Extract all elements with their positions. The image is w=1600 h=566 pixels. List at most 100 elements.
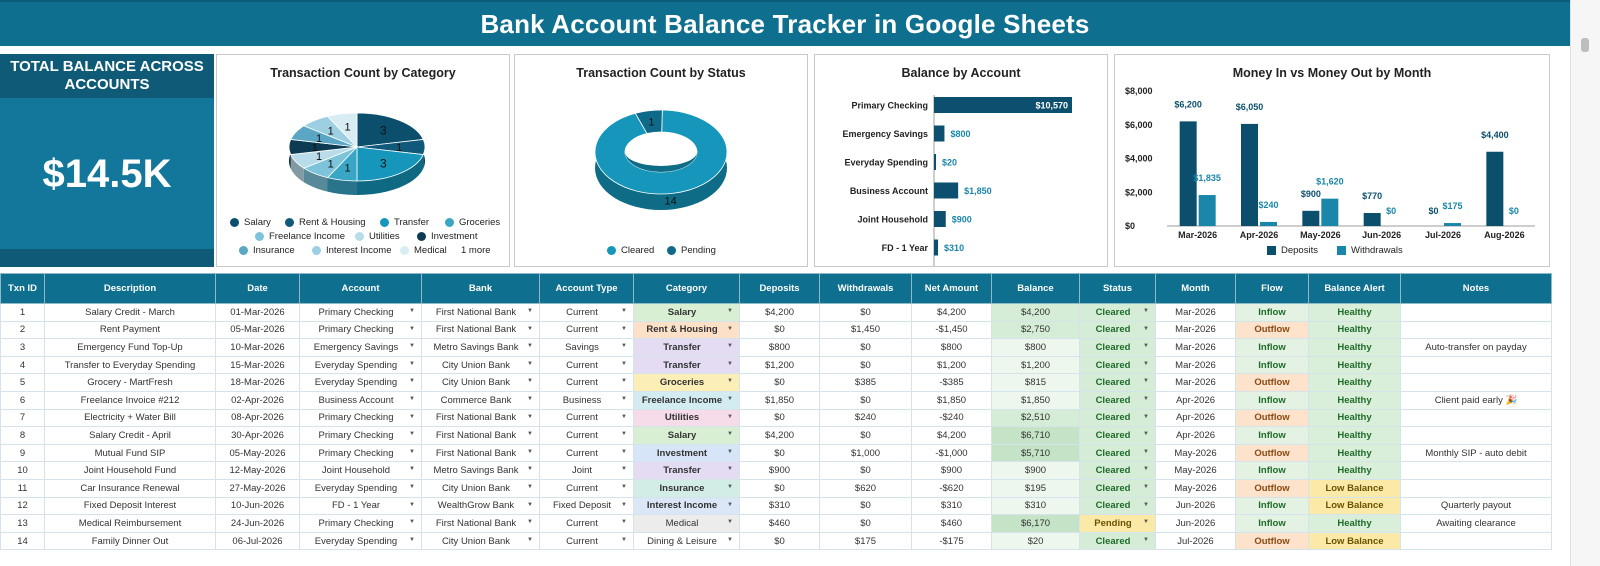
cell-category[interactable]: Investment — [633, 443, 740, 463]
cell-category[interactable]: Utilities — [633, 408, 740, 428]
column-header-description[interactable]: Description — [44, 273, 216, 304]
column-header-account[interactable]: Account — [299, 273, 422, 304]
cell-account[interactable]: Primary Checking — [299, 514, 422, 533]
cell-status[interactable]: Cleared — [1079, 443, 1156, 463]
cell-status[interactable]: Cleared — [1079, 478, 1156, 498]
cell-account[interactable]: Everyday Spending — [299, 478, 422, 498]
cell-account-type[interactable]: Current — [539, 303, 634, 322]
column-header-month[interactable]: Month — [1155, 273, 1236, 304]
cell-account[interactable]: Emergency Savings — [299, 338, 422, 357]
column-header-withdrawals[interactable]: Withdrawals — [819, 273, 912, 304]
chart-money-in-out[interactable]: Money In vs Money Out by Month $8,000 $6,… — [1114, 54, 1550, 267]
cell-bank[interactable]: City Union Bank — [421, 531, 540, 551]
cell-account[interactable]: Business Account — [299, 390, 422, 410]
cell-account-type[interactable]: Current — [539, 443, 634, 463]
column-header-balance[interactable]: Balance — [991, 273, 1080, 304]
cell-account-type[interactable]: Current — [539, 531, 634, 551]
cell-status[interactable]: Pending — [1079, 514, 1156, 533]
cell-bank[interactable]: First National Bank — [421, 320, 540, 340]
cell-category[interactable]: Medical — [633, 514, 740, 533]
cell-bank[interactable]: Metro Savings Bank — [421, 461, 540, 480]
cell-account-type[interactable]: Current — [539, 408, 634, 428]
column-header-net-amount[interactable]: Net Amount — [911, 273, 992, 304]
cell-deposits: $0 — [739, 408, 820, 428]
cell-bank[interactable]: WealthGrow Bank — [421, 496, 540, 516]
cell-account[interactable]: Primary Checking — [299, 443, 422, 463]
cell-bank[interactable]: City Union Bank — [421, 355, 540, 375]
cell-account-type[interactable]: Business — [539, 390, 634, 410]
cell-bank[interactable]: First National Bank — [421, 426, 540, 445]
cell-category[interactable]: Transfer — [633, 338, 740, 357]
cell-status[interactable]: Cleared — [1079, 320, 1156, 340]
cell-account[interactable]: Primary Checking — [299, 320, 422, 340]
cell-status[interactable]: Cleared — [1079, 338, 1156, 357]
cell-account-type[interactable]: Current — [539, 320, 634, 340]
column-header-date[interactable]: Date — [215, 273, 300, 304]
cell-category[interactable]: Freelance Income — [633, 390, 740, 410]
cell-bank[interactable]: City Union Bank — [421, 373, 540, 392]
cell-account-type[interactable]: Savings — [539, 338, 634, 357]
cell-category[interactable]: Insurance — [633, 478, 740, 498]
vertical-scrollbar[interactable] — [1570, 0, 1600, 566]
cell-category[interactable]: Transfer — [633, 461, 740, 480]
cell-bank[interactable]: Metro Savings Bank — [421, 338, 540, 357]
cell-category[interactable]: Salary — [633, 426, 740, 445]
donut-data-label: 14 — [664, 195, 676, 207]
cell-account-type[interactable]: Current — [539, 514, 634, 533]
cell-account[interactable]: Everyday Spending — [299, 373, 422, 392]
cell-bank[interactable]: City Union Bank — [421, 478, 540, 498]
column-header-bank[interactable]: Bank — [421, 273, 540, 304]
chart-title: Transaction Count by Category — [270, 66, 456, 80]
cell-status[interactable]: Cleared — [1079, 496, 1156, 516]
cell-account-type[interactable]: Current — [539, 355, 634, 375]
cell-category[interactable]: Dining & Leisure — [633, 531, 740, 551]
table-row: 8 Salary Credit - April 30-Apr-2026 Primary… — [0, 426, 1552, 445]
cell-category[interactable]: Interest Income — [633, 496, 740, 516]
cell-account-type[interactable]: Current — [539, 373, 634, 392]
column-header-account-type[interactable]: Account Type — [539, 273, 634, 304]
cell-bank[interactable]: First National Bank — [421, 443, 540, 463]
column-header-flow[interactable]: Flow — [1235, 273, 1309, 304]
column-header-notes[interactable]: Notes — [1400, 273, 1552, 304]
cell-status[interactable]: Cleared — [1079, 531, 1156, 551]
column-header-deposits[interactable]: Deposits — [739, 273, 820, 304]
cell-bank[interactable]: First National Bank — [421, 408, 540, 428]
cell-status[interactable]: Cleared — [1079, 461, 1156, 480]
column-header-balance-alert[interactable]: Balance Alert — [1308, 273, 1401, 304]
cell-bank[interactable]: First National Bank — [421, 514, 540, 533]
column-header-txn-id[interactable]: Txn ID — [0, 273, 45, 304]
cell-status[interactable]: Cleared — [1079, 390, 1156, 410]
cell-bank[interactable]: Commerce Bank — [421, 390, 540, 410]
cell-account[interactable]: FD - 1 Year — [299, 496, 422, 516]
column-deposits — [1363, 213, 1381, 226]
cell-account-type[interactable]: Current — [539, 426, 634, 445]
cell-category[interactable]: Groceries — [633, 373, 740, 392]
cell-account[interactable]: Joint Household — [299, 461, 422, 480]
chart-status-donut[interactable]: Transaction Count by Status 14 1 Cleared P… — [514, 54, 808, 267]
pie-data-label: 1 — [328, 126, 334, 138]
cell-account-type[interactable]: Fixed Deposit — [539, 496, 634, 516]
scrollbar-thumb[interactable] — [1581, 38, 1589, 52]
cell-status[interactable]: Cleared — [1079, 303, 1156, 322]
cell-account-type[interactable]: Joint — [539, 461, 634, 480]
cell-status[interactable]: Cleared — [1079, 355, 1156, 375]
legend-more-link[interactable]: 1 more — [461, 245, 491, 256]
cell-account[interactable]: Everyday Spending — [299, 355, 422, 375]
chart-balance-by-account[interactable]: Balance by Account Primary Checking $10,5… — [814, 54, 1108, 267]
cell-category[interactable]: Rent & Housing — [633, 320, 740, 340]
cell-category[interactable]: Transfer — [633, 355, 740, 375]
cell-account[interactable]: Primary Checking — [299, 408, 422, 428]
cell-account[interactable]: Primary Checking — [299, 426, 422, 445]
cell-account[interactable]: Primary Checking — [299, 303, 422, 322]
cell-status[interactable]: Cleared — [1079, 408, 1156, 428]
column-header-status[interactable]: Status — [1079, 273, 1156, 304]
bar-data-label: $800 — [950, 129, 970, 139]
cell-status[interactable]: Cleared — [1079, 426, 1156, 445]
cell-account-type[interactable]: Current — [539, 478, 634, 498]
cell-account[interactable]: Everyday Spending — [299, 531, 422, 551]
column-header-category[interactable]: Category — [633, 273, 740, 304]
cell-status[interactable]: Cleared — [1079, 373, 1156, 392]
cell-bank[interactable]: First National Bank — [421, 303, 540, 322]
cell-category[interactable]: Salary — [633, 303, 740, 322]
